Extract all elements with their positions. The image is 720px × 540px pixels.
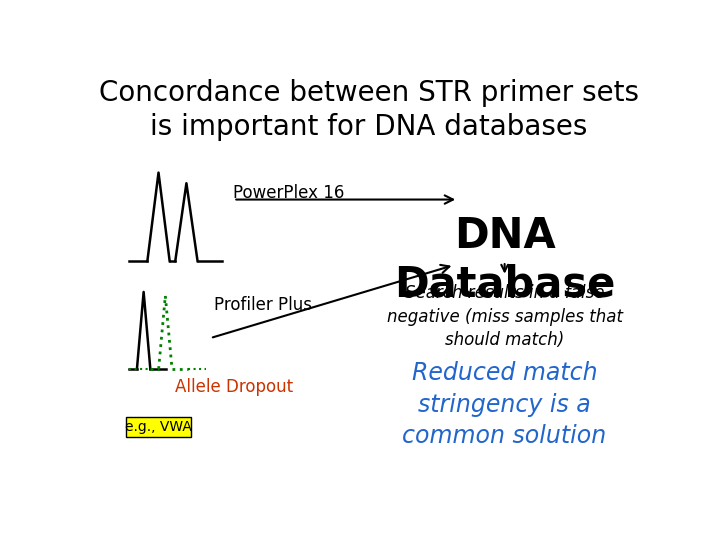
Text: Profiler Plus: Profiler Plus <box>214 296 312 314</box>
Text: Reduced match
stringency is a
common solution: Reduced match stringency is a common sol… <box>402 361 607 448</box>
Text: PowerPlex 16: PowerPlex 16 <box>233 184 345 202</box>
Text: DNA
Database: DNA Database <box>394 215 616 306</box>
Text: Allele Dropout: Allele Dropout <box>175 378 293 396</box>
Text: e.g., VWA: e.g., VWA <box>125 421 192 435</box>
Text: Search results in a false
negative (miss samples that
should match): Search results in a false negative (miss… <box>387 284 623 349</box>
FancyBboxPatch shape <box>126 417 191 437</box>
Text: Concordance between STR primer sets
is important for DNA databases: Concordance between STR primer sets is i… <box>99 79 639 141</box>
